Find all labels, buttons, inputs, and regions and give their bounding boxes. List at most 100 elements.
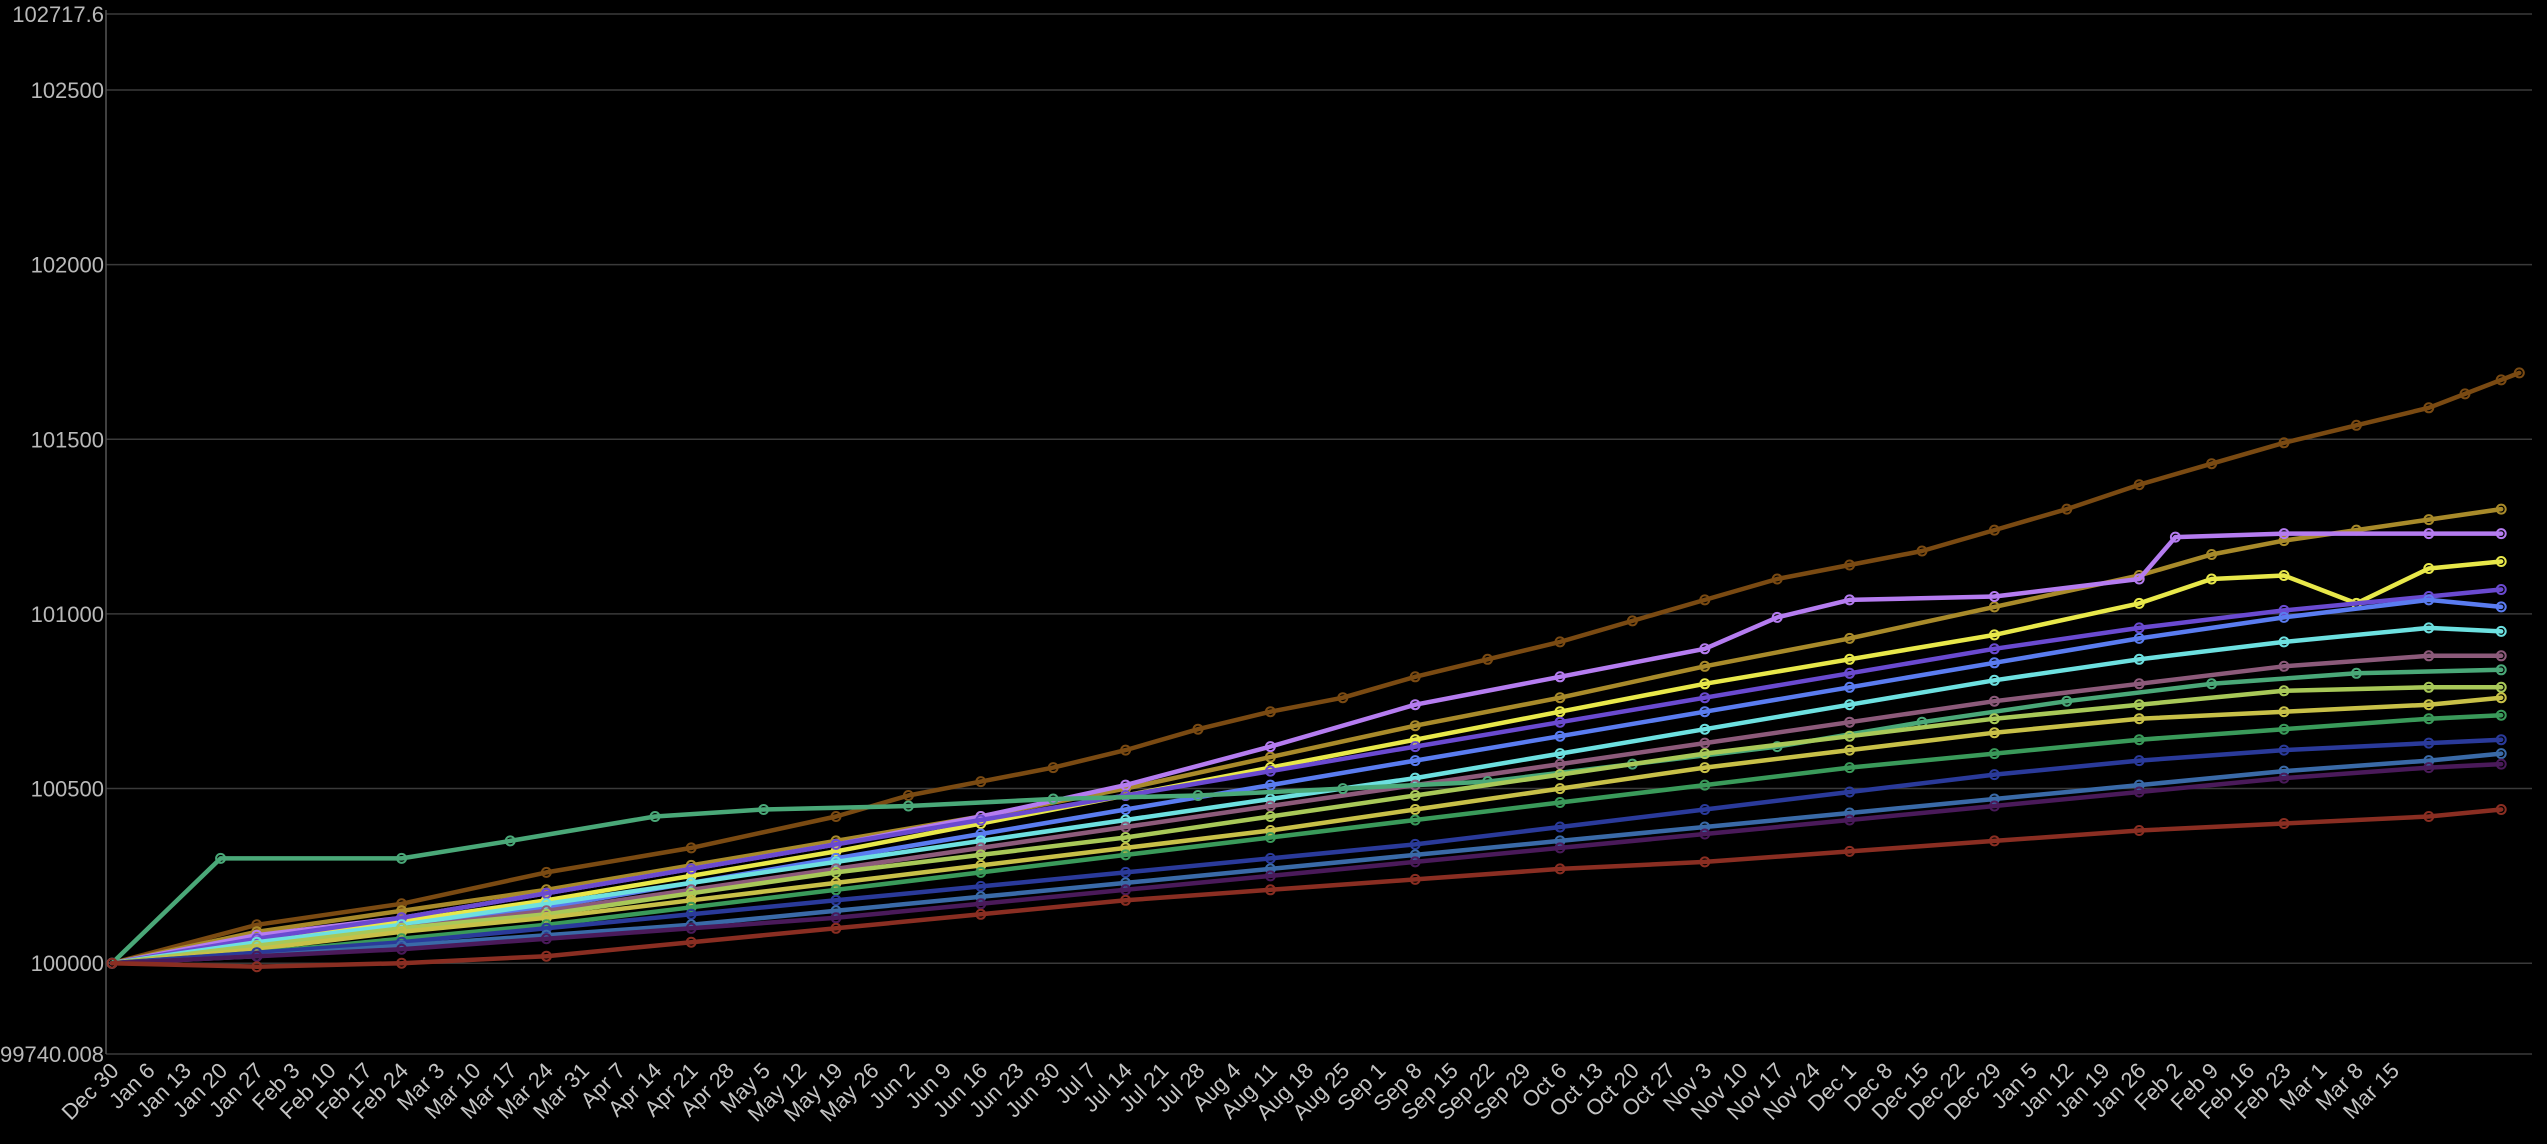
y-tick-label: 99740.008 xyxy=(0,1042,104,1067)
series-point xyxy=(2459,388,2471,400)
series-point xyxy=(2278,535,2290,547)
grid-lines xyxy=(106,13,2532,1055)
series-point xyxy=(1264,741,1276,753)
series-point xyxy=(1916,545,1928,557)
series-point xyxy=(1699,748,1711,760)
series-point xyxy=(2133,699,2145,711)
series-point xyxy=(2133,678,2145,690)
series-point xyxy=(1120,779,1132,791)
series-point xyxy=(1771,573,1783,585)
series-point xyxy=(2206,678,2218,690)
series-point xyxy=(2423,528,2435,540)
series-line xyxy=(109,506,2504,966)
series-point xyxy=(830,877,842,889)
series-point xyxy=(540,922,552,934)
series-point xyxy=(1554,821,1566,833)
series-point xyxy=(830,894,842,906)
series-point xyxy=(1844,559,1856,571)
series-point xyxy=(1264,863,1276,875)
series-point xyxy=(975,776,987,788)
series-point xyxy=(1554,769,1566,781)
series-point xyxy=(2495,734,2507,746)
series-point xyxy=(1120,866,1132,878)
series-point xyxy=(1554,692,1566,704)
series-point xyxy=(1409,856,1421,868)
series-point xyxy=(1988,769,2000,781)
series-point xyxy=(540,887,552,899)
series-point xyxy=(2495,528,2507,540)
series-point xyxy=(2133,755,2145,767)
series-point xyxy=(975,842,987,854)
series-point xyxy=(830,811,842,822)
series-point xyxy=(1699,678,1711,690)
series-point xyxy=(1626,615,1638,627)
series-point xyxy=(1554,835,1566,847)
series-point xyxy=(2133,597,2145,609)
series-point xyxy=(1554,671,1566,683)
series-point xyxy=(1264,832,1276,843)
series-point xyxy=(1699,723,1711,735)
series-point xyxy=(685,894,697,906)
series-15 xyxy=(106,804,2507,973)
series-point xyxy=(1120,877,1132,889)
series-point xyxy=(975,866,987,878)
series-point xyxy=(975,835,987,847)
series-point xyxy=(2278,604,2290,616)
series-14 xyxy=(106,758,2507,969)
series-point xyxy=(1844,632,1856,644)
series-point xyxy=(1264,793,1276,805)
series-point xyxy=(1264,779,1276,791)
series-point xyxy=(215,852,227,864)
series-4 xyxy=(106,584,2507,969)
series-point xyxy=(685,877,697,889)
series-point xyxy=(1554,706,1566,718)
series-point xyxy=(1844,716,1856,728)
series-point xyxy=(649,811,661,822)
series-point xyxy=(2423,811,2435,822)
series-point xyxy=(1264,751,1276,763)
series-point xyxy=(2169,531,2181,543)
series-point xyxy=(1554,758,1566,770)
series-point xyxy=(1988,727,2000,739)
series-point xyxy=(1120,804,1132,815)
series-point xyxy=(396,957,408,969)
series-point xyxy=(2206,573,2218,585)
series-point xyxy=(2495,374,2507,386)
series-point xyxy=(1264,870,1276,882)
series-point xyxy=(1844,807,1856,819)
series-point xyxy=(2350,419,2362,431)
series-point xyxy=(2423,681,2435,693)
series-point xyxy=(685,863,697,875)
series-point xyxy=(1264,825,1276,836)
series-point xyxy=(1120,842,1132,854)
series-point xyxy=(1554,730,1566,742)
series-point xyxy=(975,859,987,871)
series-point xyxy=(975,898,987,910)
series-point xyxy=(975,880,987,892)
series-point xyxy=(1988,629,2000,641)
series-point xyxy=(2423,650,2435,662)
series-point xyxy=(2278,636,2290,648)
series-8 xyxy=(106,664,2507,969)
series-point xyxy=(1120,744,1132,756)
series-point xyxy=(1699,762,1711,774)
series-point xyxy=(2133,632,2145,644)
series-point xyxy=(396,926,408,938)
series-point xyxy=(2278,437,2290,449)
series-point xyxy=(504,835,516,847)
series-point xyxy=(685,870,697,882)
series-point xyxy=(540,933,552,945)
y-tick-label: 100000 xyxy=(31,951,104,976)
series-point xyxy=(2278,772,2290,784)
series-point xyxy=(1771,611,1783,623)
series-point xyxy=(1988,748,2000,760)
series-point xyxy=(2495,503,2507,515)
series-point xyxy=(1337,783,1349,795)
series-line xyxy=(109,712,2504,966)
series-line xyxy=(109,695,2504,966)
series-point xyxy=(1482,653,1494,665)
series-point xyxy=(2133,786,2145,798)
series-point xyxy=(2423,762,2435,774)
series-point xyxy=(1988,695,2000,707)
